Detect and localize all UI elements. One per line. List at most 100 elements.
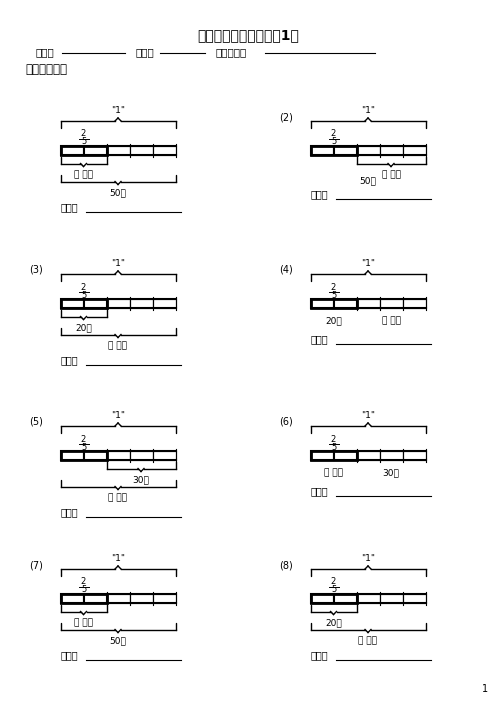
Text: 5: 5 [331, 138, 336, 147]
Bar [402, 298, 426, 307]
Text: 20米: 20米 [325, 618, 342, 628]
Text: 2: 2 [81, 282, 86, 291]
Text: 一、看图列式: 一、看图列式 [25, 63, 67, 76]
Text: （ ）米: （ ）米 [359, 637, 377, 646]
Bar [152, 451, 176, 460]
Bar [83, 451, 107, 460]
Text: (7): (7) [29, 560, 43, 570]
Bar [402, 451, 426, 460]
Text: 分数应用题专项训练（1）: 分数应用题专项训练（1） [197, 28, 299, 42]
Text: "1": "1" [111, 554, 125, 563]
Text: 2: 2 [81, 129, 86, 138]
Bar [310, 145, 357, 154]
Bar [83, 298, 107, 307]
Text: 20米: 20米 [325, 317, 342, 326]
Text: 5: 5 [331, 585, 336, 595]
Bar [357, 451, 379, 460]
Text: 列式：: 列式： [61, 508, 78, 517]
Text: 列式：: 列式： [310, 486, 328, 496]
Bar [61, 451, 107, 460]
Bar [333, 145, 357, 154]
Text: "1": "1" [361, 411, 375, 420]
Bar [129, 593, 152, 602]
Text: "1": "1" [361, 554, 375, 563]
Text: 2: 2 [81, 435, 86, 444]
Text: 列式：: 列式： [310, 334, 328, 345]
Text: (5): (5) [29, 417, 43, 427]
Bar [129, 298, 152, 307]
Bar [379, 298, 402, 307]
Bar [333, 298, 357, 307]
Bar [107, 298, 129, 307]
Text: "1": "1" [361, 106, 375, 115]
Bar [402, 145, 426, 154]
Text: 列式：: 列式： [61, 651, 78, 661]
Bar [310, 593, 333, 602]
Text: 2: 2 [331, 282, 336, 291]
Text: "1": "1" [111, 106, 125, 115]
Bar [83, 145, 107, 154]
Text: 家长签署：: 家长签署： [215, 47, 246, 57]
Text: 2: 2 [331, 435, 336, 444]
Text: 列式：: 列式： [61, 202, 78, 213]
Bar [379, 451, 402, 460]
Bar [357, 298, 379, 307]
Text: 姓名：: 姓名： [35, 47, 54, 57]
Bar [357, 593, 379, 602]
Text: 2: 2 [331, 129, 336, 138]
Bar [310, 451, 357, 460]
Bar [333, 593, 357, 602]
Bar [310, 145, 333, 154]
Text: 列式：: 列式： [310, 651, 328, 661]
Text: 列式：: 列式： [310, 190, 328, 199]
Text: (6): (6) [279, 417, 293, 427]
Text: （ ）米: （ ）米 [109, 494, 127, 503]
Text: 5: 5 [81, 442, 86, 451]
Text: （ ）米: （ ）米 [381, 317, 400, 326]
Text: 30米: 30米 [382, 468, 399, 477]
Text: 30米: 30米 [132, 475, 149, 484]
Text: 5: 5 [81, 291, 86, 300]
Bar [61, 593, 107, 602]
Bar [129, 451, 152, 460]
Bar [107, 451, 129, 460]
Text: (8): (8) [279, 560, 293, 570]
Bar [107, 145, 129, 154]
Bar [129, 145, 152, 154]
Text: 5: 5 [81, 138, 86, 147]
Text: 50米: 50米 [110, 637, 126, 646]
Text: 2: 2 [81, 578, 86, 586]
Text: 50米: 50米 [360, 176, 376, 185]
Bar [61, 145, 107, 154]
Text: (4): (4) [279, 265, 293, 275]
Text: (2): (2) [279, 112, 293, 122]
Text: "1": "1" [111, 411, 125, 420]
Text: 5: 5 [331, 291, 336, 300]
Bar [310, 593, 357, 602]
Bar [83, 593, 107, 602]
Text: 1: 1 [482, 684, 488, 694]
Text: （ ）米: （ ）米 [109, 341, 127, 350]
Text: 20米: 20米 [75, 324, 92, 333]
Bar [152, 593, 176, 602]
Bar [61, 593, 83, 602]
Text: （ ）米: （ ）米 [324, 468, 343, 477]
Bar [310, 451, 333, 460]
Bar [61, 451, 83, 460]
Bar [61, 145, 83, 154]
Bar [61, 298, 83, 307]
Bar [61, 298, 107, 307]
Text: 班级：: 班级： [135, 47, 154, 57]
Bar [107, 593, 129, 602]
Text: 列式：: 列式： [61, 355, 78, 366]
Text: （ ）米: （ ）米 [381, 171, 400, 180]
Bar [333, 451, 357, 460]
Bar [357, 145, 379, 154]
Bar [152, 298, 176, 307]
Bar [152, 145, 176, 154]
Text: 50米: 50米 [110, 189, 126, 197]
Bar [379, 593, 402, 602]
Bar [402, 593, 426, 602]
Text: "1": "1" [111, 259, 125, 268]
Text: "1": "1" [361, 259, 375, 268]
